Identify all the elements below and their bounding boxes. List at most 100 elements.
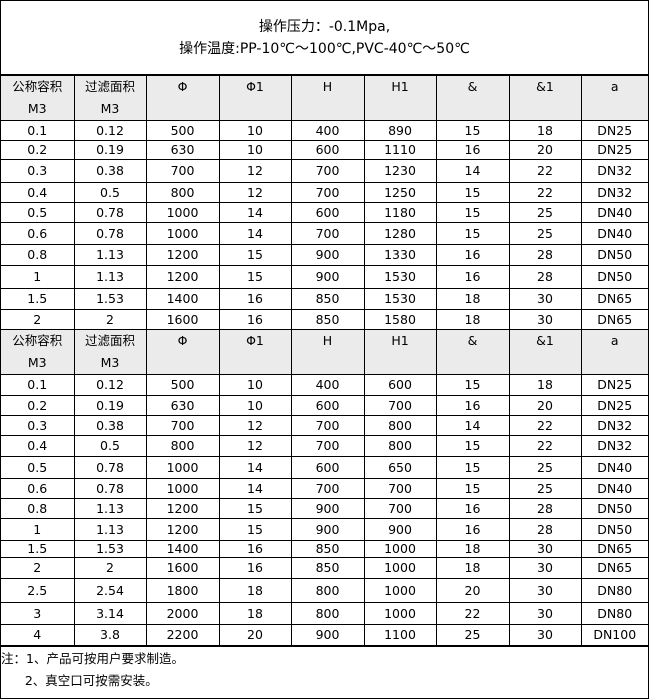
table-cell: 1000 xyxy=(145,222,220,245)
table-cell: 630 xyxy=(145,395,220,416)
column-header: H1 xyxy=(363,329,437,375)
table-cell: 600 xyxy=(363,374,437,396)
table-cell: 1110 xyxy=(363,140,437,160)
table-cell: 15 xyxy=(435,374,510,396)
table-cell: 15 xyxy=(435,478,510,499)
table-cell: 1530 xyxy=(363,288,437,310)
table-cell: DN50 xyxy=(580,498,648,519)
column-header: 公称容积 M3 xyxy=(1,75,75,121)
table-cell: 500 xyxy=(145,374,220,396)
table-cell: 0.19 xyxy=(73,395,147,416)
column-header: 公称容积 M3 xyxy=(1,329,75,375)
table-cell: 890 xyxy=(363,120,437,141)
table-row: 0.8 1.13 1200 15 900 700 16 28 DN50 xyxy=(1,498,648,519)
table-row: 1 1.13 1200 15 900 900 16 28 DN50 xyxy=(1,518,648,541)
temperature-text: 操作温度:PP-10℃～100℃,PVC-40℃～50℃ xyxy=(179,40,470,57)
table-cell: 20 xyxy=(218,624,292,646)
table-cell: 700 xyxy=(290,478,365,499)
table-cell: DN40 xyxy=(580,222,648,245)
table-cell: 25 xyxy=(435,624,510,646)
table-cell: DN80 xyxy=(580,578,648,603)
table-cell: 1200 xyxy=(145,518,220,541)
table-cell: 18 xyxy=(435,288,510,310)
table-cell: 15 xyxy=(435,222,510,245)
table-cell: 14 xyxy=(218,202,292,223)
table-cell: 25 xyxy=(508,478,582,499)
table-cell: 10 xyxy=(218,374,292,396)
column-header: & xyxy=(435,329,510,375)
table-cell: 0.4 xyxy=(1,435,75,457)
table-row: 1 1.13 1200 15 900 1530 16 28 DN50 xyxy=(1,265,648,289)
operating-conditions: 操作压力：-0.1Mpa, 操作温度:PP-10℃～100℃,PVC-40℃～5… xyxy=(1,1,648,75)
table-cell: 800 xyxy=(363,435,437,457)
table-cell: 700 xyxy=(290,182,365,203)
spec-table: 公称容积 M3 过滤面积 M3 Φ Φ1 H H1 & &1 a 0.1 0.12 500 10 400 890… xyxy=(1,75,648,646)
table-cell: 850 xyxy=(290,557,365,579)
table-cell: 30 xyxy=(508,624,582,646)
column-header: 过滤面积 M3 xyxy=(73,329,147,375)
table-cell: 0.5 xyxy=(1,202,75,223)
header-label: Φ xyxy=(177,333,188,348)
table-cell: 25 xyxy=(508,202,582,223)
column-header: &1 xyxy=(508,75,582,121)
table-cell: 14 xyxy=(218,222,292,245)
table-cell: 900 xyxy=(290,518,365,541)
table-cell: 850 xyxy=(290,309,365,330)
table-cell: 15 xyxy=(435,202,510,223)
table-cell: 30 xyxy=(508,540,582,558)
table-cell: 18 xyxy=(218,578,292,603)
table-cell: 400 xyxy=(290,120,365,141)
table-cell: 10 xyxy=(218,395,292,416)
table-cell: 2000 xyxy=(145,602,220,625)
table-cell: 15 xyxy=(435,456,510,479)
table-cell: DN80 xyxy=(580,602,648,625)
table-cell: DN25 xyxy=(580,140,648,160)
table-cell: 0.3 xyxy=(1,415,75,436)
table-row: 1.5 1.53 1400 16 850 1000 18 30 DN65 xyxy=(1,540,648,558)
column-header: &1 xyxy=(508,329,582,375)
table-row: 0.6 0.78 1000 14 700 700 15 25 DN40 xyxy=(1,478,648,499)
table-row: 0.1 0.12 500 10 400 600 15 18 DN25 xyxy=(1,374,648,396)
column-header: Φ1 xyxy=(218,75,292,121)
table-cell: 600 xyxy=(290,395,365,416)
table-cell: DN32 xyxy=(580,182,648,203)
table-row: 0.6 0.78 1000 14 700 1280 15 25 DN40 xyxy=(1,222,648,245)
header-label: 公称容积 xyxy=(12,333,63,348)
table-cell: 1000 xyxy=(363,540,437,558)
table-cell: 4 xyxy=(1,624,75,646)
table-cell: 28 xyxy=(508,498,582,519)
header-unit: M3 xyxy=(100,101,120,116)
table-cell: 25 xyxy=(508,222,582,245)
table-cell: 800 xyxy=(145,182,220,203)
header-label: H xyxy=(322,79,333,94)
table-row: 3 3.14 2000 18 800 1000 22 30 DN80 xyxy=(1,602,648,625)
table-cell: 28 xyxy=(508,244,582,266)
table-cell: 0.12 xyxy=(73,120,147,141)
table-cell: 0.19 xyxy=(73,140,147,160)
table-cell: 1.13 xyxy=(73,518,147,541)
header-label: a xyxy=(610,333,619,348)
table-cell: 18 xyxy=(435,557,510,579)
table-cell: DN32 xyxy=(580,415,648,436)
column-header: H xyxy=(290,75,365,121)
table-cell: 700 xyxy=(363,498,437,519)
table-cell: 30 xyxy=(508,288,582,310)
table-cell: 12 xyxy=(218,182,292,203)
table-cell: 1000 xyxy=(145,456,220,479)
table-row: 4 3.8 2200 20 900 1100 25 30 DN100 xyxy=(1,624,648,646)
table-cell: 16 xyxy=(218,309,292,330)
table-cell: 18 xyxy=(508,374,582,396)
table-cell: 800 xyxy=(290,602,365,625)
table-cell: 1330 xyxy=(363,244,437,266)
table-row: 0.2 0.19 630 10 600 1110 16 20 DN25 xyxy=(1,140,648,160)
table-cell: 1200 xyxy=(145,244,220,266)
table-cell: 900 xyxy=(290,624,365,646)
header-label: Φ1 xyxy=(246,79,264,94)
table-cell: 650 xyxy=(363,456,437,479)
table-cell: 700 xyxy=(290,415,365,436)
table-cell: 14 xyxy=(218,456,292,479)
table-cell: 0.78 xyxy=(73,222,147,245)
table-cell: 1.13 xyxy=(73,265,147,289)
table-cell: 1 xyxy=(1,518,75,541)
table-row: 0.1 0.12 500 10 400 890 15 18 DN25 xyxy=(1,120,648,141)
